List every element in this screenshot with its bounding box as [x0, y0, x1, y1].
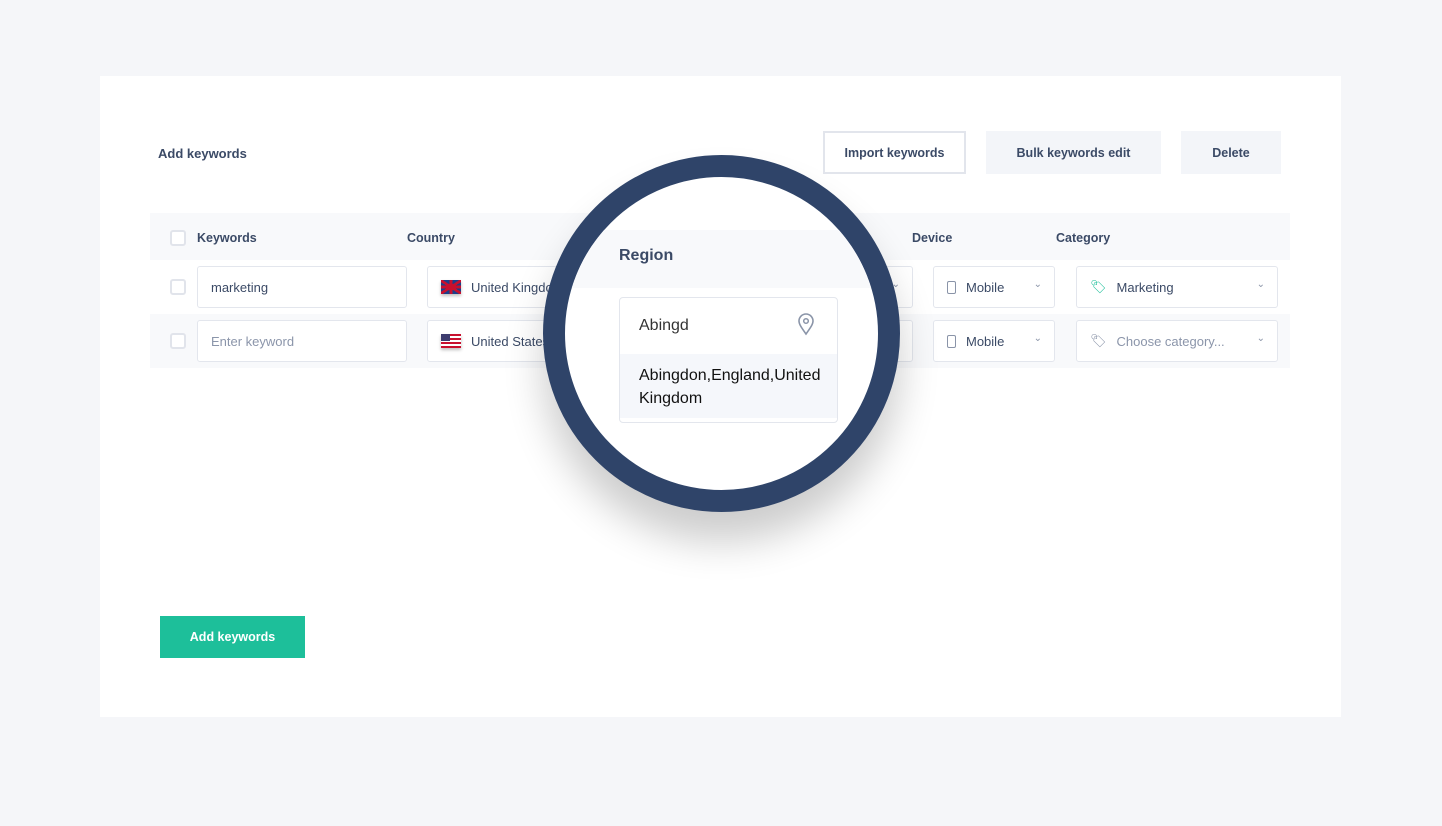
- country-value: United States: [471, 333, 550, 349]
- col-country: Country: [407, 231, 455, 245]
- bulk-edit-button[interactable]: Bulk keywords edit: [986, 131, 1161, 174]
- category-value: Marketing: [1116, 279, 1174, 295]
- magnifier: Region Abingd Abingdon,England,United Ki…: [543, 155, 900, 512]
- tag-icon: 🏷︎: [1090, 279, 1107, 294]
- page-title: Add keywords: [158, 146, 247, 161]
- import-keywords-button[interactable]: Import keywords: [823, 131, 966, 174]
- mobile-icon: [947, 280, 956, 294]
- device-value: Mobile: [966, 279, 1005, 295]
- device-value: Mobile: [966, 333, 1005, 349]
- category-placeholder: Choose category...: [1116, 333, 1225, 349]
- region-input-value: Abingd: [639, 317, 689, 334]
- row-checkbox[interactable]: [170, 279, 186, 295]
- magnified-header: [565, 230, 878, 288]
- col-device: Device: [912, 231, 953, 245]
- col-category: Category: [1056, 231, 1111, 245]
- delete-button[interactable]: Delete: [1181, 131, 1281, 174]
- region-label: Region: [619, 247, 674, 264]
- uk-flag-icon: [441, 280, 461, 294]
- chevron-down-icon: ⌄: [1256, 333, 1265, 344]
- device-select[interactable]: Mobile ⌄: [933, 266, 1055, 308]
- category-select[interactable]: 🏷︎ Marketing ⌄: [1076, 266, 1278, 308]
- keyword-input[interactable]: marketing: [197, 266, 407, 308]
- add-keywords-button[interactable]: Add keywords: [160, 616, 305, 658]
- chevron-down-icon: ⌄: [891, 279, 900, 290]
- device-select[interactable]: Mobile ⌄: [933, 320, 1055, 362]
- chevron-down-icon: ⌄: [1033, 279, 1042, 290]
- chevron-down-icon: ⌄: [1033, 333, 1042, 344]
- select-all-checkbox[interactable]: [170, 230, 186, 246]
- chevron-down-icon: ⌄: [1256, 279, 1265, 290]
- tag-icon: 🏷︎: [1090, 333, 1107, 348]
- map-pin-icon: [798, 313, 814, 336]
- region-input[interactable]: Abingd: [620, 298, 837, 354]
- row-checkbox[interactable]: [170, 333, 186, 349]
- keyword-input[interactable]: Enter keyword: [197, 320, 407, 362]
- col-keywords: Keywords: [197, 231, 257, 245]
- us-flag-icon: [441, 334, 461, 348]
- region-autocomplete[interactable]: Abingd Abingdon,England,United Kingdom: [619, 297, 838, 423]
- region-suggestion[interactable]: Abingdon,England,United Kingdom: [620, 354, 837, 418]
- category-select[interactable]: 🏷︎ Choose category... ⌄: [1076, 320, 1278, 362]
- mobile-icon: [947, 334, 956, 348]
- country-value: United Kingdom: [471, 279, 564, 295]
